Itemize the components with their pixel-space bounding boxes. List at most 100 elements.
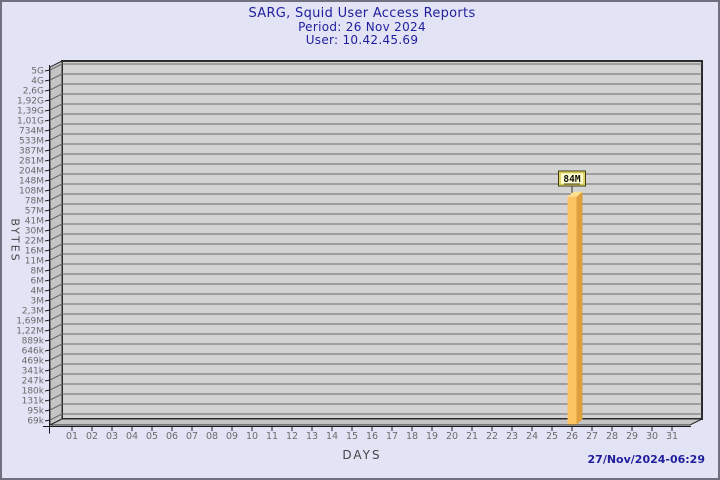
y-tick-label: 41M [25, 217, 44, 227]
y-tick-label: 204M [19, 167, 44, 177]
wall-grid-line [49, 123, 63, 131]
wall-grid-line [49, 73, 63, 81]
wall-grid-line [49, 153, 63, 161]
wall-grid-line [49, 323, 63, 331]
x-tick-label: 30 [646, 431, 658, 442]
wall-grid-line [49, 223, 63, 231]
x-tick-label: 23 [506, 431, 518, 442]
y-tick-label: 4G [31, 77, 44, 87]
wall-grid-line [49, 203, 63, 211]
y-tick-label: 148M [19, 177, 44, 187]
wall-grid-line [49, 243, 63, 251]
wall-grid-line [49, 173, 63, 181]
x-tick-label: 15 [346, 431, 358, 442]
y-tick-label: 1,01G [17, 117, 44, 127]
y-tick-label: 1,92G [17, 97, 44, 107]
y-tick-label: 95k [27, 407, 44, 417]
y-tick-label: 3M [31, 297, 45, 307]
wall-grid-line [49, 103, 63, 111]
wall-grid-line [49, 403, 63, 411]
y-tick-label: 1,22M [16, 327, 44, 337]
plot-left-wall [49, 60, 63, 426]
y-tick-label: 11M [25, 257, 44, 267]
x-tick-label: 03 [106, 431, 118, 442]
report-user: User: 10.42.45.69 [305, 33, 419, 47]
x-tick-label: 10 [246, 431, 258, 442]
x-tick-label: 04 [126, 431, 138, 442]
wall-grid-line [49, 83, 63, 91]
wall-grid-line [49, 393, 63, 401]
x-tick-label: 22 [486, 431, 498, 442]
y-tick-label: 5G [31, 67, 44, 77]
y-tick-label: 2,3M [22, 307, 44, 317]
y-tick-label: 2,6G [23, 87, 44, 97]
y-tick-label: 131k [22, 397, 45, 407]
wall-grid-line [49, 213, 63, 221]
y-tick-label: 341k [22, 367, 45, 377]
wall-grid-line [49, 273, 63, 281]
x-tick-label: 01 [66, 431, 78, 442]
y-tick-label: 78M [25, 197, 44, 207]
x-tick-label: 26 [566, 431, 578, 442]
y-tick-label: 4M [31, 287, 45, 297]
y-tick-label: 180k [22, 387, 45, 397]
bar-top-face [567, 191, 583, 197]
x-tick-label: 17 [386, 431, 398, 442]
y-tick-label: 57M [25, 207, 44, 217]
x-axis-title: DAYS [342, 448, 382, 462]
x-tick-label: 21 [466, 431, 478, 442]
y-tick-label: 8M [31, 267, 45, 277]
report-header: SARG, Squid User Access Reports Period: … [2, 7, 718, 47]
y-axis-title: BYTES [8, 218, 22, 263]
plot-floor [49, 418, 703, 426]
wall-grid-line [49, 93, 63, 101]
bar-value-callout-inner [559, 171, 585, 186]
x-tick-label: 29 [626, 431, 638, 442]
wall-grid-line [49, 113, 63, 121]
wall-grid-line [49, 133, 63, 141]
bar-day-26 [567, 196, 577, 425]
x-tick-label: 13 [306, 431, 318, 442]
wall-grid-line [49, 373, 63, 381]
x-tick-label: 11 [266, 431, 278, 442]
bar-side-face [576, 191, 583, 425]
y-tick-label: 30M [25, 227, 44, 237]
wall-grid-line [49, 233, 63, 241]
y-tick-label: 646k [22, 347, 45, 357]
y-tick-label: 1,69M [16, 317, 44, 327]
y-tick-label: 387M [19, 147, 44, 157]
wall-grid-line [49, 63, 63, 71]
wall-grid-line [49, 263, 63, 271]
wall-grid-line [49, 183, 63, 191]
report-period: Period: 26 Nov 2024 [298, 20, 426, 34]
x-tick-label: 19 [426, 431, 438, 442]
y-tick-label: 889k [22, 337, 45, 347]
wall-grid-line [49, 193, 63, 201]
wall-grid-line [49, 283, 63, 291]
x-tick-label: 28 [606, 431, 618, 442]
x-tick-label: 14 [326, 431, 338, 442]
bar-value-callout [558, 170, 586, 187]
wall-grid-line [49, 383, 63, 391]
y-tick-label: 108M [19, 187, 44, 197]
x-tick-label: 24 [526, 431, 538, 442]
y-tick-label: 16M [25, 247, 44, 257]
bar-value-label: 84M [563, 174, 580, 185]
wall-grid-line [49, 333, 63, 341]
y-tick-label: 247k [22, 377, 45, 387]
x-tick-label: 06 [166, 431, 178, 442]
wall-grid-line [49, 353, 63, 361]
x-tick-label: 12 [286, 431, 298, 442]
wall-grid-line [49, 303, 63, 311]
wall-grid-line [49, 313, 63, 321]
x-tick-label: 27 [586, 431, 598, 442]
x-tick-label: 02 [86, 431, 98, 442]
wall-grid-line [49, 253, 63, 261]
wall-grid-line [49, 343, 63, 351]
x-tick-label: 16 [366, 431, 378, 442]
x-tick-label: 08 [206, 431, 218, 442]
y-tick-label: 469k [22, 357, 45, 367]
plot-back-wall [61, 60, 703, 420]
y-tick-label: 281M [19, 157, 44, 167]
